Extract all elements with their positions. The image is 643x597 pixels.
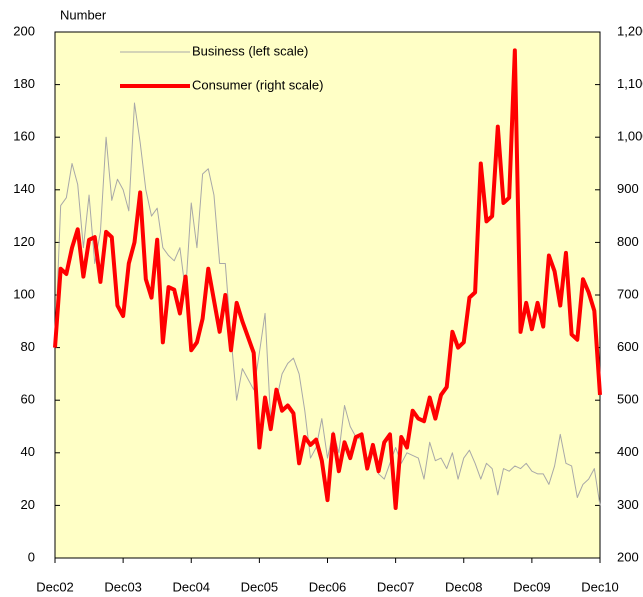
x-tick-label: Dec06	[309, 579, 347, 594]
y2-tick-label: 700	[617, 286, 639, 301]
y-tick-label: 40	[21, 444, 35, 459]
legend-label: Business (left scale)	[192, 43, 308, 58]
y2-tick-label: 200	[617, 549, 639, 564]
y2-tick-label: 1,000	[617, 129, 643, 144]
y2-tick-label: 300	[617, 497, 639, 512]
y2-tick-label: 600	[617, 339, 639, 354]
x-tick-label: Dec05	[241, 579, 279, 594]
y-tick-label: 140	[13, 181, 35, 196]
series-line	[54, 102, 601, 506]
x-tick-label: Dec04	[172, 579, 210, 594]
x-tick-label: Dec03	[104, 579, 142, 594]
x-tick-label: Dec02	[36, 579, 74, 594]
y2-tick-label: 1,100	[617, 76, 643, 91]
y-tick-label: 160	[13, 129, 35, 144]
plot-area	[54, 31, 601, 559]
x-tick-label: Dec10	[581, 579, 619, 594]
x-tick-label: Dec08	[445, 579, 483, 594]
y-tick-label: 20	[21, 497, 35, 512]
x-tick-label: Dec09	[513, 579, 551, 594]
y-tick-label: 100	[13, 286, 35, 301]
series-line	[53, 48, 602, 511]
y2-tick-label: 500	[617, 392, 639, 407]
y2-tick-label: 900	[617, 181, 639, 196]
y-tick-label: 180	[13, 76, 35, 91]
y-tick-label: 60	[21, 392, 35, 407]
x-tick-label: Dec07	[377, 579, 415, 594]
y-axis-label: Number	[60, 7, 107, 22]
y2-tick-label: 400	[617, 444, 639, 459]
y-tick-label: 0	[28, 549, 35, 564]
legend-label: Consumer (right scale)	[192, 77, 324, 92]
y2-tick-label: 800	[617, 234, 639, 249]
y2-tick-label: 1,200	[617, 23, 643, 38]
y-tick-label: 200	[13, 23, 35, 38]
y-tick-label: 80	[21, 339, 35, 354]
y-tick-label: 120	[13, 234, 35, 249]
